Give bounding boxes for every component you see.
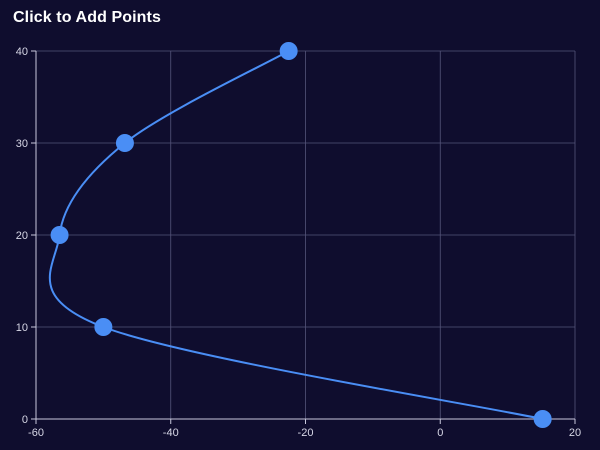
series-line-0 (48, 50, 544, 420)
page-title: Click to Add Points (13, 9, 161, 26)
grid-lines (35, 50, 576, 420)
tick-labels: -60 -40 -20 0 20 0 10 20 30 40 (16, 46, 581, 439)
x-tick-label: 20 (569, 427, 581, 439)
data-point-1[interactable] (115, 134, 134, 152)
y-tick-label: 30 (16, 138, 28, 150)
y-tick-label: 0 (22, 414, 28, 426)
x-tick-label: -20 (298, 427, 314, 439)
y-tick-label: 40 (16, 46, 28, 58)
data-point-0[interactable] (279, 42, 298, 60)
x-tick-label: 0 (437, 427, 443, 439)
data-point-2[interactable] (50, 226, 69, 244)
x-tick-label: -40 (163, 427, 179, 439)
x-tick-label: -60 (28, 427, 44, 439)
data-points[interactable] (50, 42, 552, 428)
y-tick-label: 20 (16, 230, 28, 242)
y-tick-label: 10 (16, 322, 28, 334)
data-point-3[interactable] (94, 318, 113, 336)
axes (31, 50, 576, 424)
data-point-4[interactable] (533, 410, 552, 428)
series-line-layer (48, 50, 544, 420)
